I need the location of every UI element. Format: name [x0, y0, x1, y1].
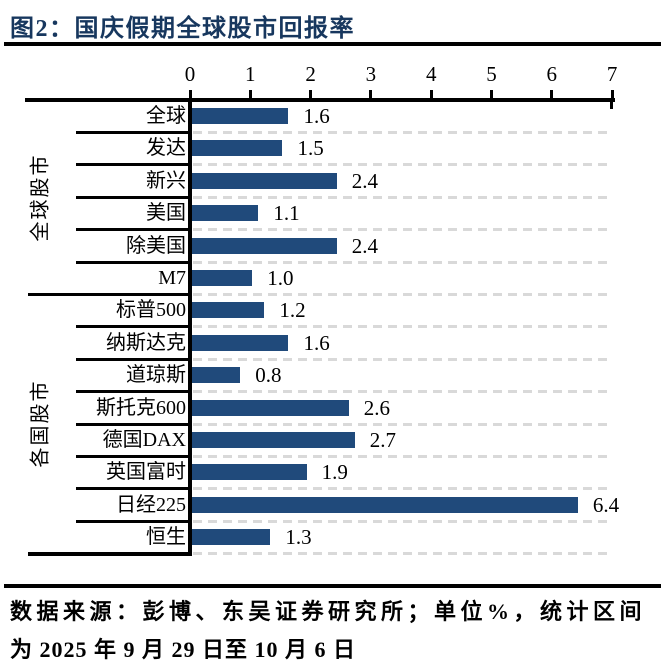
- x-axis-tick-label: 3: [365, 62, 377, 86]
- category-label: 全球: [146, 105, 186, 127]
- category-label: 恒生: [146, 526, 186, 549]
- row-gridline: [193, 552, 613, 556]
- category-separator-line: [76, 163, 192, 167]
- category-separator-line: [76, 454, 192, 458]
- bar-value-label: 6.4: [592, 492, 620, 517]
- category-separator-line: [76, 260, 192, 264]
- bar-value-label: 2.4: [351, 168, 378, 193]
- row-gridline: [193, 519, 613, 523]
- row-gridline: [193, 357, 613, 361]
- bar: [192, 302, 265, 319]
- group-separator-line: [28, 292, 192, 297]
- bar: [192, 172, 337, 189]
- row-gridline: [193, 422, 613, 426]
- bar-value-label: 2.4: [351, 233, 378, 258]
- bar-value-label: 2.7: [369, 428, 397, 452]
- source-note-line1: 数据来源：彭博、东吴证券研究所；单位%，统计区间: [10, 599, 647, 624]
- source-rule: [4, 584, 661, 588]
- bar-value-label: 2.6: [363, 395, 391, 420]
- x-axis-tick-mark: [309, 90, 313, 99]
- bar-value-label: 1.3: [285, 525, 312, 550]
- category-separator-line: [76, 325, 192, 329]
- x-axis-tick-label: 5: [486, 62, 497, 86]
- bar: [192, 334, 289, 351]
- category-label: 道琼斯: [126, 364, 186, 387]
- category-separator-line: [76, 519, 192, 523]
- row-gridline: [193, 292, 613, 296]
- x-axis-tick-label: 0: [184, 62, 196, 86]
- category-separator-line: [76, 228, 192, 232]
- row-gridline: [193, 325, 613, 329]
- category-label: M7: [158, 267, 186, 289]
- category-separator-line: [76, 357, 192, 361]
- category-separator-line: [76, 487, 192, 491]
- category-label: 标普500: [116, 299, 186, 322]
- bar: [192, 496, 578, 513]
- category-separator-line: [76, 422, 192, 426]
- x-axis-tick-mark: [248, 90, 252, 99]
- row-gridline: [193, 454, 613, 458]
- x-axis-tick-mark: [490, 90, 493, 99]
- bar: [192, 270, 253, 286]
- category-label: 新兴: [146, 169, 186, 192]
- source-note-line2: 为 2025 年 9 月 29 日至 10 月 6 日: [10, 637, 357, 662]
- x-axis-end-tick: [610, 102, 614, 109]
- x-axis-tick-label: 4: [425, 62, 437, 86]
- bar-value-label: 1.5: [297, 136, 324, 161]
- group-label-text: 各国股市: [29, 379, 52, 468]
- bar: [192, 367, 241, 384]
- group-label-text: 全球股市: [29, 153, 52, 242]
- x-axis-tick-label: 2: [305, 62, 316, 86]
- title-rule: [4, 42, 661, 46]
- bar: [192, 399, 349, 416]
- row-gridline: [193, 228, 613, 232]
- bar-value-label: 1.6: [303, 330, 330, 355]
- x-axis-tick-mark: [429, 90, 433, 99]
- figure-title: 图2：国庆假期全球股市回报率: [10, 16, 355, 42]
- x-axis-tick-label: 1: [245, 62, 256, 86]
- bar-value-label: 1.2: [279, 298, 306, 323]
- row-gridline: [193, 163, 613, 167]
- bar: [192, 140, 283, 157]
- bar: [192, 529, 271, 546]
- bar: [192, 464, 307, 481]
- bar: [192, 432, 355, 448]
- category-label: 英国富时: [106, 461, 186, 484]
- group-label-country-markets: 各国股市: [18, 294, 58, 553]
- x-axis-tick-mark: [550, 90, 554, 99]
- category-separator-line: [76, 130, 192, 134]
- bar: [192, 205, 259, 222]
- bar-value-label: 1.1: [273, 201, 300, 226]
- bar-value-label: 1.0: [267, 266, 294, 290]
- group-separator-line: [28, 552, 192, 556]
- bar-chart: 0 1 2 3 4 5 6 7 全球 1.6 发达 1.5 新兴 2.4 美国 1.1 除美国 2.4 M7 1.0 标…: [18, 62, 620, 556]
- category-separator-line: [76, 390, 192, 394]
- row-gridline: [193, 195, 613, 199]
- category-label: 发达: [146, 137, 186, 160]
- category-label: 斯托克600: [96, 396, 186, 419]
- category-label: 除美国: [126, 234, 186, 257]
- bar: [192, 237, 337, 254]
- category-label: 日经225: [116, 493, 186, 516]
- row-gridline: [193, 260, 613, 264]
- x-axis-tick-label: 7: [606, 62, 618, 86]
- x-axis-tick-mark: [610, 90, 614, 99]
- category-label: 美国: [146, 202, 186, 225]
- group-label-global-markets: 全球股市: [18, 100, 58, 294]
- bar-value-label: 1.9: [321, 460, 348, 485]
- row-gridline: [193, 487, 613, 491]
- x-axis-tick-label: 6: [546, 62, 558, 86]
- x-axis-line: [25, 98, 615, 102]
- bar-value-label: 0.8: [255, 363, 282, 388]
- category-separator-line: [76, 195, 192, 199]
- category-label: 德国DAX: [102, 429, 186, 451]
- row-gridline: [193, 130, 613, 134]
- bar: [192, 108, 289, 124]
- x-axis-tick-mark: [188, 90, 192, 99]
- x-axis-tick-mark: [369, 90, 373, 99]
- row-gridline: [193, 390, 613, 394]
- category-label: 纳斯达克: [106, 331, 186, 354]
- bar-value-label: 1.6: [303, 104, 330, 128]
